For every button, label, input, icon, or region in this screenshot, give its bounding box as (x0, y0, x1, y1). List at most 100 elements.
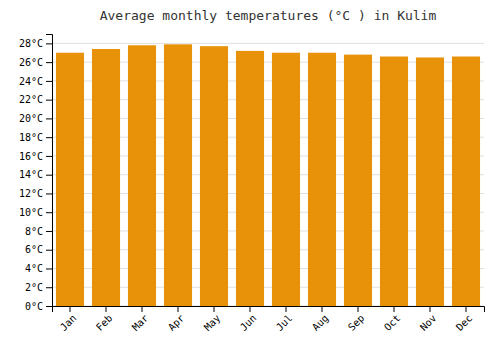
tick-mark (214, 306, 215, 312)
tick-label: Oct (382, 312, 403, 333)
tick: Aug (310, 306, 331, 333)
tick-label: 2°C (25, 282, 43, 293)
tick-mark (142, 306, 143, 312)
tick-mark (46, 118, 52, 119)
tick: Apr (166, 306, 187, 333)
tick: 22°C (19, 94, 52, 105)
bar (56, 53, 84, 306)
tick: 2°C (25, 282, 52, 293)
tick-mark (46, 250, 52, 251)
tick-label: Dec (454, 312, 475, 333)
tick-mark (46, 100, 52, 101)
tick: 18°C (19, 132, 52, 143)
tick-mark (250, 306, 251, 312)
tick-mark (46, 212, 52, 213)
tick-label: 28°C (19, 38, 43, 49)
bar (236, 51, 264, 306)
tick: 8°C (25, 226, 52, 237)
title: Average monthly temperatures (°C ) in Ku… (100, 8, 437, 23)
tick: Feb (94, 306, 115, 333)
y-axis: 0°C 2°C 4°C 6°C 8°C 10°C 12°C 14°C 16°C 18°C 20°C 2… (19, 35, 53, 312)
tick-mark (286, 306, 287, 312)
tick: 12°C (19, 188, 52, 199)
bar (164, 44, 192, 306)
tick-label: 10°C (19, 207, 43, 218)
tick: May (202, 306, 223, 333)
tick-label: 14°C (19, 169, 43, 180)
bar (452, 57, 480, 306)
tick-mark (46, 81, 52, 82)
tick-label: Apr (166, 312, 187, 333)
tick: Dec (454, 306, 475, 333)
chart: 0°C 2°C 4°C 6°C 8°C 10°C 12°C 14°C 16°C 18°C 20°C 2… (0, 0, 500, 350)
tick-label: 26°C (19, 57, 43, 68)
tick: 10°C (19, 207, 52, 218)
tick: Jul (274, 306, 295, 333)
tick-mark (46, 175, 52, 176)
tick: 26°C (19, 57, 52, 68)
tick-mark (466, 306, 467, 312)
tick-label: 18°C (19, 132, 43, 143)
tick-label: 20°C (19, 113, 43, 124)
tick-mark (46, 306, 52, 307)
tick-mark (46, 62, 52, 63)
tick: 20°C (19, 113, 52, 124)
tick-label: May (202, 312, 223, 333)
tick: Jun (238, 306, 259, 333)
bar (308, 53, 336, 306)
bar (344, 55, 372, 306)
tick-mark (394, 306, 395, 312)
grid (52, 43, 484, 306)
x-axis: Jan Feb Mar Apr May Jun Jul Aug Sep Oct Nov Dec (53, 306, 485, 333)
bar (380, 57, 408, 306)
tick: 28°C (19, 38, 52, 49)
tick-mark (46, 193, 52, 194)
tick: 6°C (25, 244, 52, 255)
bars (56, 44, 480, 306)
tick-label: Nov (418, 312, 439, 333)
tick-label: 22°C (19, 94, 43, 105)
axis-line (46, 35, 53, 307)
tick-mark (322, 306, 323, 312)
tick: 4°C (25, 263, 52, 274)
bar (92, 49, 120, 306)
tick-label: 12°C (19, 188, 43, 199)
tick: Oct (382, 306, 403, 333)
tick: Nov (418, 306, 439, 333)
tick: 16°C (19, 151, 52, 162)
tick-mark (46, 287, 52, 288)
tick-label: 24°C (19, 76, 43, 87)
tick-label: 16°C (19, 151, 43, 162)
bar (200, 46, 228, 306)
tick: 0°C (25, 301, 52, 312)
tick: 14°C (19, 169, 52, 180)
bar (416, 57, 444, 306)
tick-mark (46, 156, 52, 157)
tick-mark (178, 306, 179, 312)
grid-line (52, 43, 484, 44)
tick-label: Aug (310, 312, 331, 333)
tick-label: Jul (274, 312, 295, 333)
tick-label: 6°C (25, 244, 43, 255)
tick-label: Mar (130, 312, 151, 333)
bar (272, 53, 300, 306)
tick-label: 4°C (25, 263, 43, 274)
tick-label: Jun (238, 312, 259, 333)
tick-label: 0°C (25, 301, 43, 312)
tick-label: Jan (58, 312, 79, 333)
tick-mark (430, 306, 431, 312)
bar (128, 45, 156, 306)
tick-mark (106, 306, 107, 312)
tick-label: Feb (94, 312, 115, 333)
tick-mark (46, 137, 52, 138)
tick-mark (46, 231, 52, 232)
tick-mark (358, 306, 359, 312)
tick: Mar (130, 306, 151, 333)
tick: Sep (346, 306, 367, 333)
tick-mark (46, 43, 52, 44)
tick-label: 8°C (25, 226, 43, 237)
tick-mark (46, 268, 52, 269)
tick: 24°C (19, 76, 52, 87)
tick: Jan (58, 306, 79, 333)
axis-line (53, 307, 485, 313)
